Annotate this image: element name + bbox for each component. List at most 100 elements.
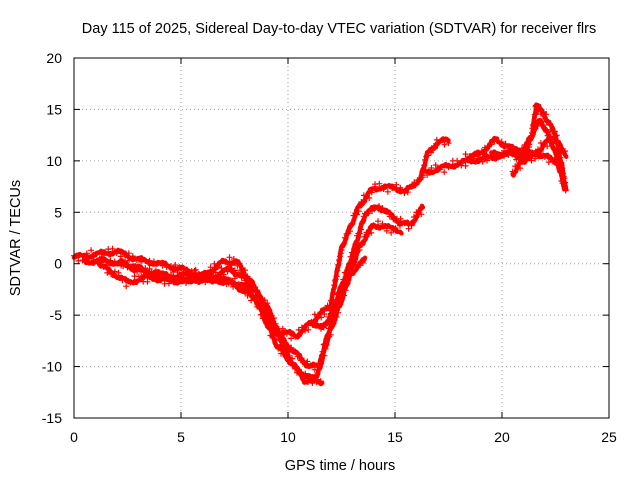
data-point-marker xyxy=(329,323,336,329)
x-tick-label: 5 xyxy=(177,429,185,445)
data-point-marker xyxy=(307,362,314,369)
data-point-marker xyxy=(428,165,435,171)
data-point-marker xyxy=(445,140,452,147)
data-point-marker xyxy=(315,366,322,373)
data-point-marker xyxy=(322,345,329,352)
data-point-marker xyxy=(376,203,383,210)
data-point-marker xyxy=(551,146,558,153)
y-tick-label: 20 xyxy=(46,50,62,66)
data-point-marker xyxy=(466,153,473,160)
data-point-marker xyxy=(333,273,340,280)
data-point-marker xyxy=(333,314,340,320)
data-point-marker xyxy=(384,188,391,195)
data-point-marker xyxy=(302,370,309,377)
data-point-marker xyxy=(310,319,317,326)
data-point-marker xyxy=(318,314,325,321)
data-point-marker xyxy=(289,361,296,368)
data-point-marker xyxy=(121,251,128,258)
data-point-marker xyxy=(557,169,564,175)
data-point-marker xyxy=(283,330,290,337)
data-point-marker xyxy=(295,326,302,333)
series-line-pass-8 xyxy=(489,134,569,165)
data-point-marker xyxy=(344,270,351,277)
data-point-marker xyxy=(470,155,477,162)
data-point-marker xyxy=(488,141,495,148)
data-point-marker xyxy=(314,371,321,378)
data-point-marker xyxy=(192,266,199,273)
data-point-marker xyxy=(474,153,481,160)
data-point-marker xyxy=(540,122,547,129)
data-point-marker xyxy=(320,324,327,331)
x-tick-labels: 0 5 10 15 20 25 xyxy=(70,429,617,445)
data-point-marker xyxy=(445,164,452,171)
data-point-marker xyxy=(336,253,343,260)
data-point-marker xyxy=(309,380,316,387)
data-point-marker xyxy=(165,280,172,287)
data-point-marker xyxy=(261,308,267,315)
data-point-marker xyxy=(436,166,443,173)
data-point-marker xyxy=(370,222,377,229)
data-point-marker xyxy=(313,377,320,384)
data-point-marker xyxy=(193,274,200,281)
chart-title: Day 115 of 2025, Sidereal Day-to-day VTE… xyxy=(82,21,596,37)
data-point-marker xyxy=(397,215,404,222)
data-point-marker xyxy=(222,259,229,266)
data-point-marker xyxy=(478,148,485,155)
data-point-marker xyxy=(291,348,298,355)
x-tick-label: 20 xyxy=(494,429,510,445)
data-point-marker xyxy=(433,136,440,143)
data-point-marker xyxy=(505,147,512,154)
data-point-marker xyxy=(414,177,421,184)
series-markers-pass-5 xyxy=(310,203,425,332)
data-point-marker xyxy=(270,323,277,330)
data-point-marker xyxy=(328,297,335,304)
data-point-marker xyxy=(144,278,151,285)
data-point-marker xyxy=(276,333,283,340)
data-point-marker xyxy=(119,277,126,284)
data-point-marker xyxy=(298,369,305,376)
series-line-pass-6 xyxy=(420,148,565,176)
data-point-marker xyxy=(86,255,92,262)
data-point-marker xyxy=(421,162,428,169)
data-point-marker xyxy=(492,153,499,160)
data-point-marker xyxy=(358,226,365,233)
data-point-marker xyxy=(135,273,142,280)
y-tick-label: -10 xyxy=(42,359,62,375)
x-tick-label: 15 xyxy=(387,429,403,445)
series-line-pass-1 xyxy=(71,136,451,340)
y-tick-label: 5 xyxy=(54,204,62,220)
data-point-marker xyxy=(107,257,114,264)
data-point-marker xyxy=(251,296,258,303)
data-point-marker xyxy=(270,315,277,322)
data-point-marker xyxy=(212,269,219,276)
data-point-marker xyxy=(481,144,488,151)
data-point-marker xyxy=(331,282,338,289)
data-point-marker xyxy=(104,269,111,276)
y-tick-labels: -15 -10 -5 0 5 10 15 20 xyxy=(42,50,62,426)
data-point-marker xyxy=(360,192,367,199)
data-point-marker xyxy=(329,296,336,303)
data-point-marker xyxy=(428,149,434,156)
data-point-marker xyxy=(513,156,520,163)
data-point-marker xyxy=(172,262,179,268)
data-point-marker xyxy=(543,111,550,118)
data-point-marker xyxy=(207,264,214,271)
data-point-marker xyxy=(519,158,526,165)
data-point-marker xyxy=(341,234,348,241)
data-point-marker xyxy=(127,279,134,286)
data-point-marker xyxy=(462,151,469,158)
data-point-marker xyxy=(424,172,431,178)
data-point-marker xyxy=(306,373,313,380)
data-point-marker xyxy=(298,324,305,331)
data-point-marker xyxy=(283,351,290,358)
data-point-marker xyxy=(338,247,345,254)
data-point-marker xyxy=(323,319,330,326)
data-point-marker xyxy=(349,266,356,273)
series-line-pass-5 xyxy=(311,203,426,331)
data-point-marker xyxy=(83,250,90,257)
y-tick-label: -5 xyxy=(50,307,63,323)
data-point-marker xyxy=(286,356,293,363)
data-point-marker xyxy=(249,287,256,294)
data-point-marker xyxy=(369,208,375,215)
data-point-marker xyxy=(509,168,516,175)
